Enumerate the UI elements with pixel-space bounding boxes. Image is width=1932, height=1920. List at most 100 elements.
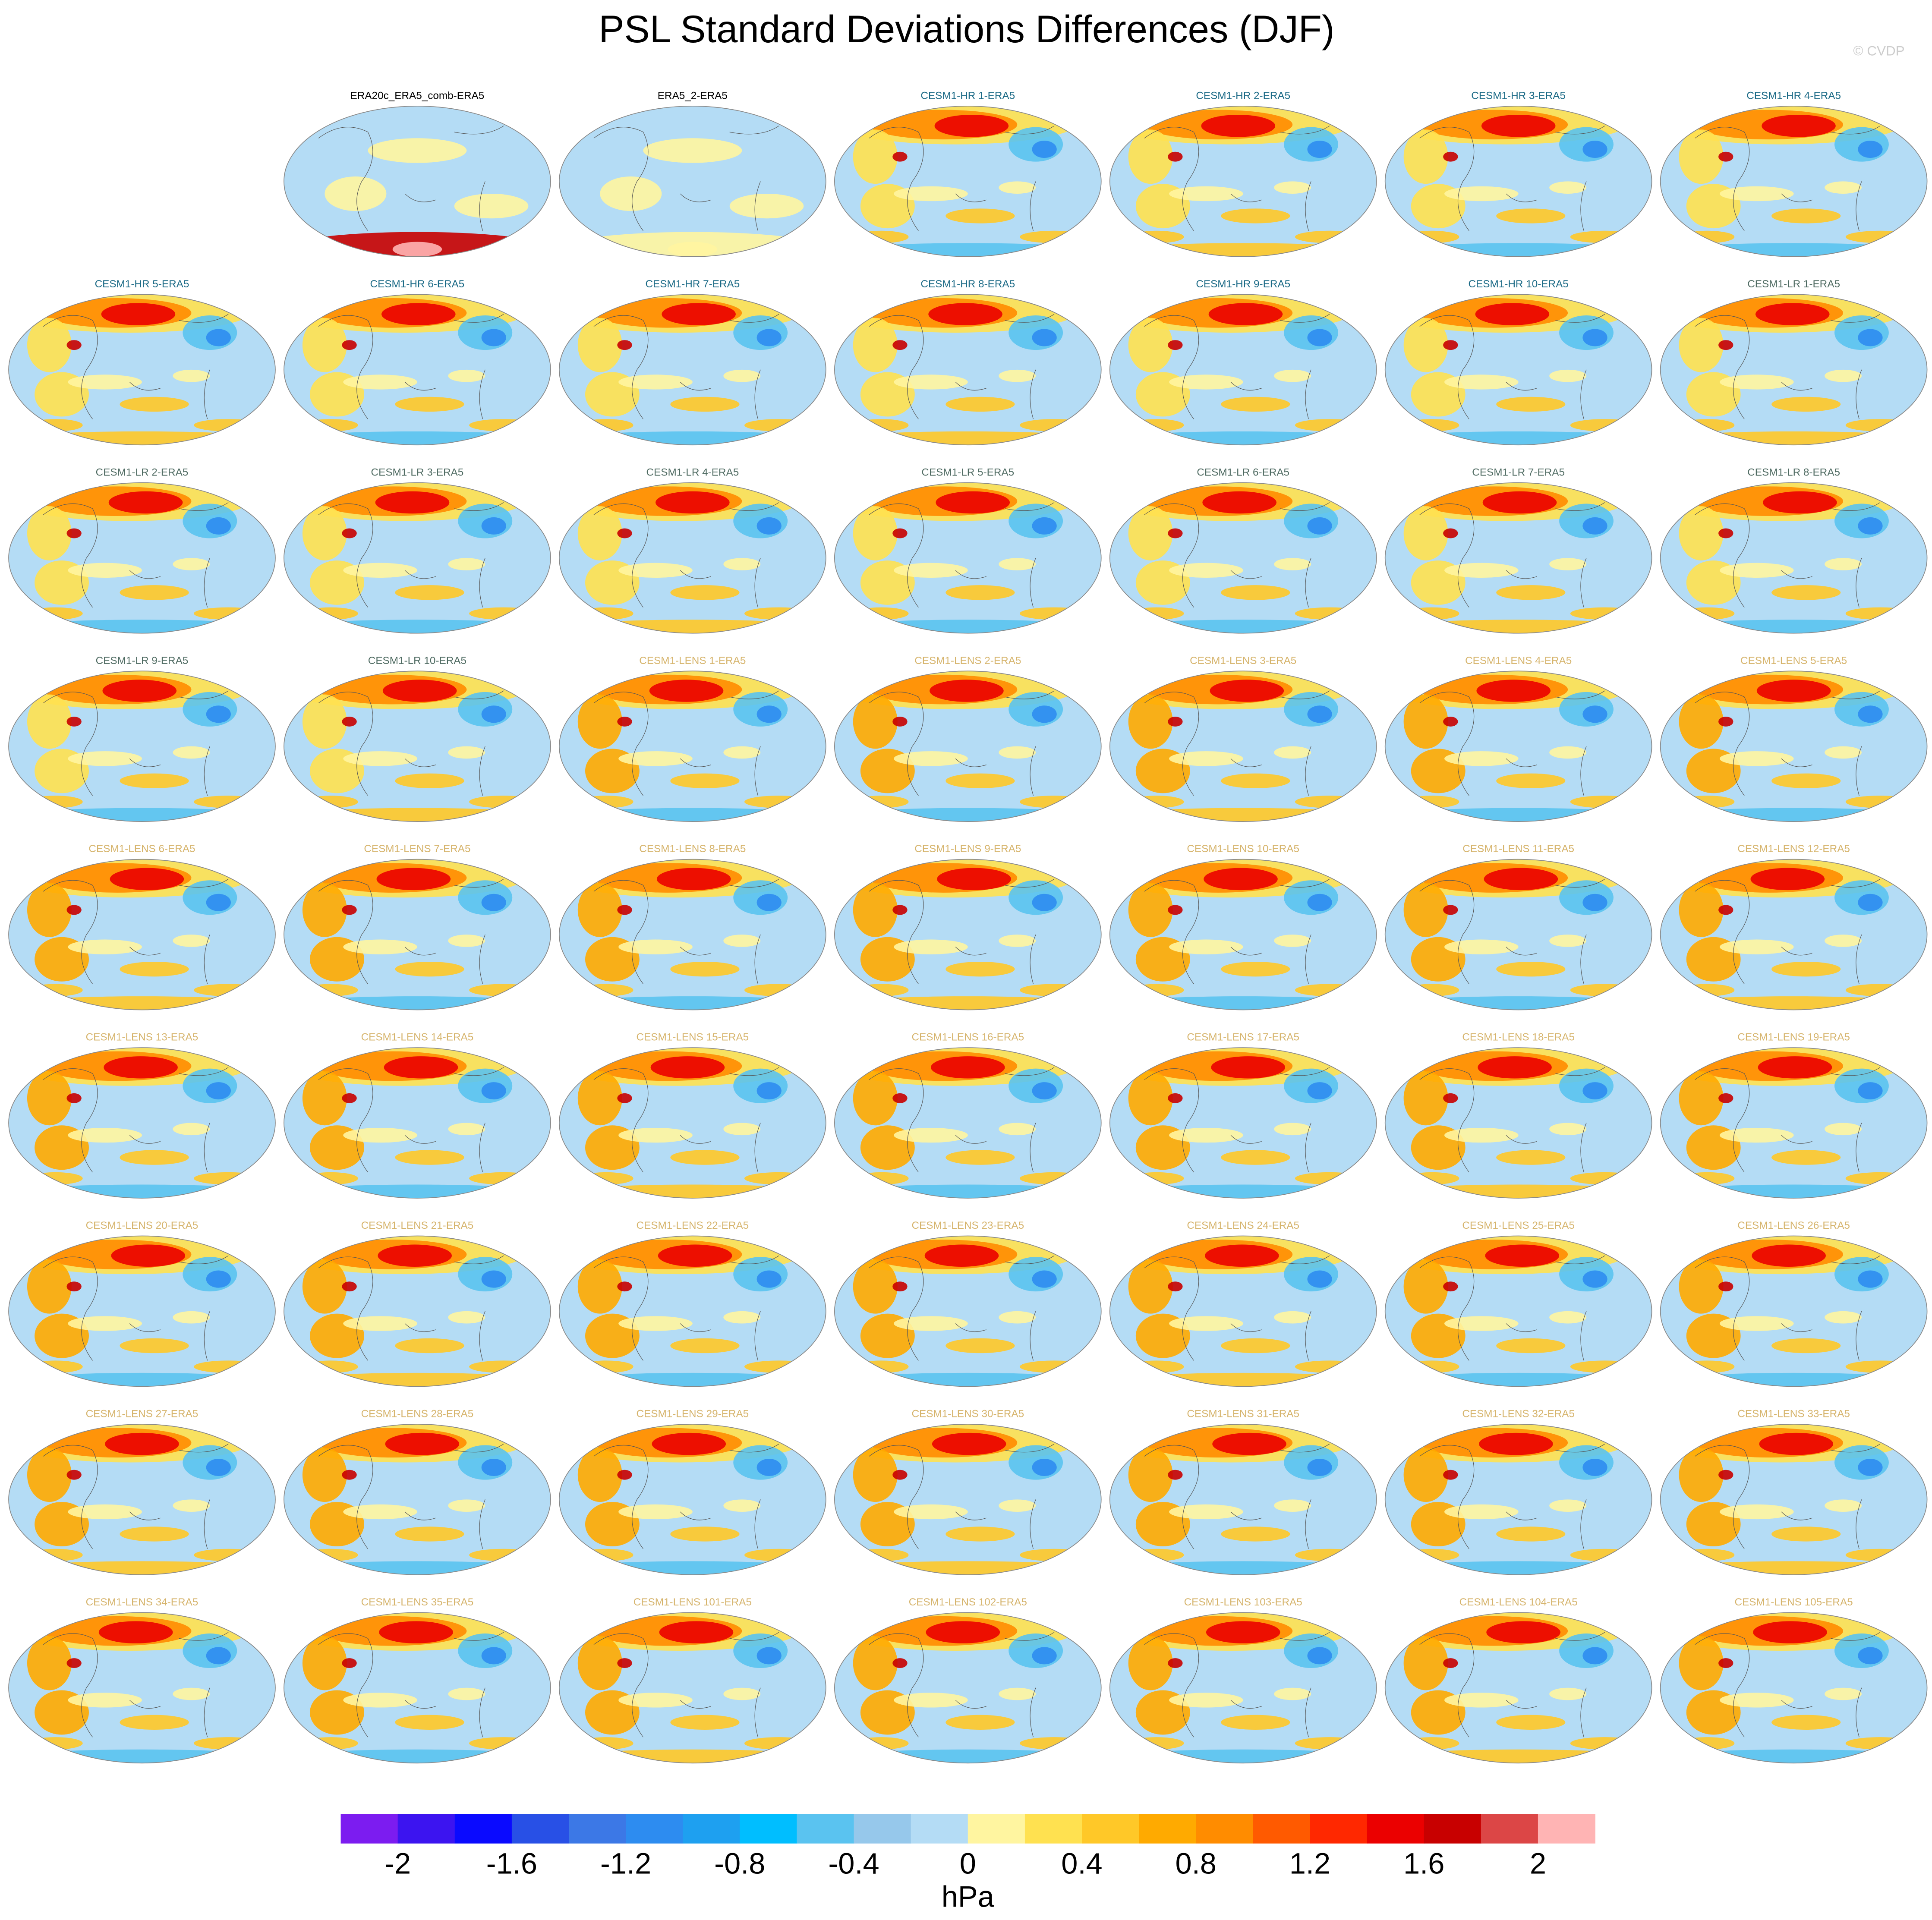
map-shading — [1570, 1360, 1640, 1373]
coastline — [43, 314, 229, 419]
colorbar-tick-label: 1.6 — [1403, 1847, 1444, 1880]
map-shading — [302, 1448, 347, 1502]
colorbar-tick-label: 0.8 — [1176, 1847, 1217, 1880]
map-shading — [1385, 1749, 1652, 1763]
map-shading — [1680, 1172, 1735, 1185]
panel-title: CESM1-HR 1-ERA5 — [920, 90, 1015, 101]
map-shading — [854, 796, 909, 808]
coastline — [593, 1067, 779, 1173]
map-shading — [302, 1259, 347, 1314]
map-shading — [1845, 230, 1915, 243]
map-shading — [1295, 1737, 1365, 1750]
map-shading — [303, 796, 358, 808]
map-shading — [1444, 751, 1519, 766]
map-shading — [1718, 340, 1733, 350]
coastline — [1695, 1632, 1881, 1737]
panel-title: CESM1-LR 4-ERA5 — [646, 466, 739, 478]
map-shading — [1019, 1360, 1089, 1373]
map-shading — [1496, 208, 1566, 223]
colorbar-box — [1367, 1814, 1425, 1844]
map-shading — [1403, 1636, 1448, 1690]
map-shading — [469, 419, 539, 431]
map-shading — [756, 705, 782, 723]
coastline — [1144, 1255, 1330, 1361]
map-shading — [1168, 1281, 1183, 1292]
colorbar-box — [1253, 1814, 1311, 1844]
map-shading — [579, 1549, 633, 1561]
map-shading — [834, 996, 1101, 1010]
map-shading — [1307, 1647, 1332, 1665]
map-shading — [853, 694, 898, 749]
map-shading — [448, 1311, 485, 1324]
map-shading — [1208, 303, 1283, 325]
panel-title: CESM1-HR 3-ERA5 — [1471, 90, 1566, 101]
map-shading — [303, 1360, 358, 1373]
map-shading — [1109, 620, 1377, 633]
map-shading — [1128, 506, 1173, 560]
map — [834, 1048, 1101, 1198]
map-shading — [1169, 939, 1243, 954]
map-shading — [66, 340, 82, 350]
map-shading — [853, 129, 898, 184]
map-border — [834, 670, 1102, 822]
panel-title: CESM1-LR 9-ERA5 — [96, 655, 189, 667]
map-shading — [1032, 1270, 1057, 1288]
map-shading — [120, 585, 189, 600]
coastline — [593, 126, 779, 231]
map-shading — [1549, 1311, 1587, 1324]
map-shading — [1771, 585, 1841, 600]
map-shading — [1212, 1432, 1286, 1455]
map-border — [1384, 106, 1652, 257]
map-shading — [173, 1311, 210, 1324]
map-shading — [1679, 1636, 1724, 1690]
map-shading — [853, 506, 898, 560]
panel-title: CESM1-LR 10-ERA5 — [368, 655, 466, 667]
colorbar-tick-label: -2 — [385, 1847, 411, 1880]
map-border — [1660, 1047, 1928, 1199]
map-shading — [206, 894, 231, 911]
map-shading — [1858, 1647, 1883, 1665]
map-shading — [1405, 1172, 1459, 1185]
map-shading — [1660, 1372, 1927, 1387]
map-shading — [395, 773, 464, 788]
map-shading — [1825, 1499, 1862, 1512]
map-shading — [1385, 1184, 1652, 1198]
map-shading — [27, 1636, 72, 1690]
panel-title: CESM1-LENS 31-ERA5 — [1187, 1408, 1299, 1420]
map-shading — [66, 1658, 82, 1668]
map-shading — [1845, 1360, 1915, 1373]
map-shading — [1109, 1749, 1377, 1763]
coastline — [43, 1255, 229, 1361]
map-shading — [28, 1172, 83, 1185]
panel-title: CESM1-LENS 24-ERA5 — [1187, 1220, 1299, 1231]
map-shading — [120, 1527, 189, 1542]
map-shading — [1109, 1372, 1377, 1387]
map-shading — [1204, 868, 1278, 891]
map-shading — [481, 705, 506, 723]
map-shading — [1032, 1458, 1057, 1476]
map-shading — [946, 1715, 1015, 1730]
map — [834, 106, 1101, 257]
map-shading — [469, 984, 539, 997]
map-shading — [1168, 340, 1183, 350]
coastline — [1144, 1632, 1330, 1737]
map — [1385, 671, 1652, 822]
map-shading — [618, 1316, 693, 1331]
colorbar-box — [1538, 1814, 1595, 1844]
map — [834, 859, 1101, 1010]
coastline — [593, 502, 779, 607]
panel-title: CESM1-LR 1-ERA5 — [1747, 278, 1840, 290]
coastline — [1695, 690, 1881, 796]
map — [1660, 1048, 1927, 1198]
map-shading — [284, 1372, 551, 1387]
map-shading — [66, 1470, 82, 1480]
map — [834, 1236, 1101, 1387]
map-shading — [932, 1432, 1006, 1455]
map-shading — [617, 528, 632, 538]
map-shading — [1443, 1470, 1458, 1480]
map-shading — [284, 1561, 551, 1575]
panel-title: CESM1-LENS 7-ERA5 — [364, 843, 470, 855]
map-shading — [1486, 1621, 1560, 1643]
map-shading — [577, 1448, 622, 1502]
map-shading — [744, 984, 814, 997]
